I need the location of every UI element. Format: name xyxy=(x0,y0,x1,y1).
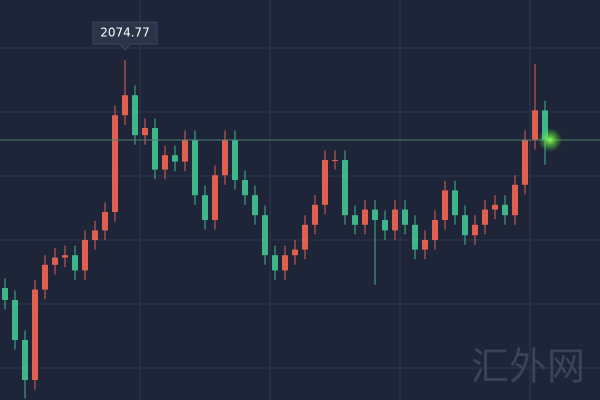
candle-body xyxy=(442,190,448,220)
candle-body xyxy=(522,140,528,185)
candle-body xyxy=(452,190,458,216)
candle-body xyxy=(382,220,388,231)
candle-body xyxy=(202,195,208,220)
candle-body xyxy=(482,209,488,225)
candle-body xyxy=(242,180,248,196)
candle-body xyxy=(352,215,358,225)
candle-body xyxy=(512,184,518,216)
candles xyxy=(2,60,548,399)
candle-body xyxy=(472,224,478,236)
candle-body xyxy=(232,140,238,180)
candle-body xyxy=(292,249,298,256)
candle-body xyxy=(222,140,228,176)
candle-body xyxy=(42,264,48,290)
candle-body xyxy=(82,240,88,271)
price-glow xyxy=(538,128,562,152)
candle-body xyxy=(2,288,8,300)
candle-body xyxy=(262,215,268,256)
candle-body xyxy=(152,128,158,170)
tooltip-box xyxy=(92,21,158,51)
candle-body xyxy=(252,195,258,216)
candle-body xyxy=(102,212,108,231)
candle-body xyxy=(192,140,198,196)
candle-body xyxy=(402,209,408,225)
candle-body xyxy=(22,340,28,380)
candle-body xyxy=(532,110,538,140)
candle-body xyxy=(362,209,368,225)
candle-body xyxy=(272,255,278,271)
candle-body xyxy=(392,209,398,231)
candle-body xyxy=(312,204,318,225)
candle-body xyxy=(212,175,218,220)
candle-body xyxy=(332,160,338,161)
candle-body xyxy=(422,240,428,250)
candle-body xyxy=(342,160,348,216)
candle-body xyxy=(112,115,118,212)
candle-body xyxy=(142,128,148,136)
watermark: 汇外网 xyxy=(471,345,585,389)
candle-body xyxy=(172,155,178,162)
candle-body xyxy=(302,224,308,250)
candle-body xyxy=(62,255,68,258)
candle-body xyxy=(502,204,508,216)
candle-body xyxy=(122,95,128,116)
candle-body xyxy=(462,215,468,236)
candle-body xyxy=(372,209,378,220)
candle-body xyxy=(132,95,138,136)
candle-body xyxy=(162,155,168,170)
candle-body xyxy=(282,255,288,271)
candle-body xyxy=(542,110,548,140)
candle-body xyxy=(32,289,38,380)
candle-body xyxy=(322,160,328,205)
candle-body xyxy=(52,257,58,265)
candle-body xyxy=(12,300,18,340)
candle-body xyxy=(92,230,98,240)
candle-body xyxy=(432,220,438,240)
peak-label: 2074.77 xyxy=(100,26,150,40)
candle-body xyxy=(72,255,78,271)
candle-body xyxy=(412,224,418,250)
candle-body xyxy=(182,140,188,162)
candle-body xyxy=(492,204,498,210)
